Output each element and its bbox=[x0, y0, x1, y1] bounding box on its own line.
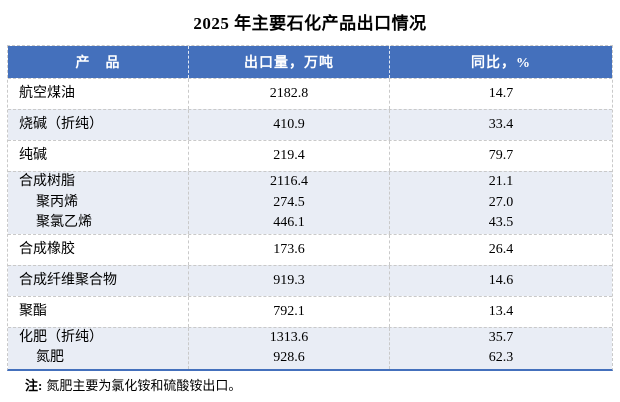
volume-cell: 1313.6 928.6 bbox=[189, 327, 390, 369]
volume-cell: 219.4 bbox=[189, 141, 390, 171]
volume-value: 173.6 bbox=[273, 241, 305, 257]
yoy-cell: 14.7 bbox=[390, 79, 612, 109]
yoy-cell: 35.7 62.3 bbox=[390, 328, 612, 369]
volume-cell: 919.3 bbox=[189, 265, 390, 296]
note-prefix: 注: bbox=[25, 378, 43, 393]
volume-value: 928.6 bbox=[273, 350, 305, 365]
product-name: 烧碱（折纯） bbox=[19, 117, 103, 132]
product-cell: 聚酯 bbox=[8, 296, 189, 327]
note-text: 氮肥主要为氯化铵和硫酸铵出口。 bbox=[46, 378, 242, 393]
yoy-value: 33.4 bbox=[488, 117, 514, 132]
table-row: 纯碱 219.4 79.7 bbox=[8, 140, 612, 171]
table-note: 注: 氮肥主要为氯化铵和硫酸铵出口。 bbox=[25, 375, 241, 394]
product-subitem-name: 聚氯乙烯 bbox=[36, 215, 92, 230]
volume-cell: 792.1 bbox=[189, 296, 390, 327]
yoy-value: 79.7 bbox=[488, 148, 514, 163]
header-cell-product: 产 品 bbox=[8, 46, 189, 78]
volume-value: 446.1 bbox=[273, 215, 305, 230]
volume-value: 792.1 bbox=[273, 303, 305, 319]
product-name: 合成树脂 bbox=[19, 174, 75, 189]
volume-value: 219.4 bbox=[273, 148, 305, 163]
header-cell-yoy: 同比，% bbox=[471, 56, 531, 71]
yoy-cell: 14.6 bbox=[390, 266, 612, 296]
product-cell: 烧碱（折纯） bbox=[8, 110, 189, 140]
product-cell: 化肥（折纯） 氮肥 bbox=[8, 327, 189, 369]
yoy-cell: 13.4 bbox=[390, 297, 612, 327]
product-name: 纯碱 bbox=[19, 148, 47, 163]
volume-cell: 173.6 bbox=[189, 234, 390, 265]
yoy-cell: 79.7 bbox=[390, 141, 612, 171]
yoy-value: 35.7 bbox=[488, 329, 514, 345]
product-name: 合成纤维聚合物 bbox=[19, 272, 117, 288]
yoy-cell: 21.1 27.0 43.5 bbox=[390, 172, 612, 234]
export-table: 产 品 出口量，万吨 同比，% 航空煤油 2182.8 14.7 烧碱（折纯） … bbox=[7, 45, 613, 371]
product-cell: 合成橡胶 bbox=[8, 234, 189, 265]
product-cell: 航空煤油 bbox=[8, 79, 189, 109]
volume-value: 2182.8 bbox=[269, 86, 309, 101]
volume-value: 274.5 bbox=[273, 194, 305, 210]
yoy-value: 62.3 bbox=[488, 350, 514, 365]
table-row: 聚酯 792.1 13.4 bbox=[8, 295, 612, 327]
volume-cell: 2182.8 bbox=[189, 79, 390, 109]
yoy-value: 14.7 bbox=[488, 86, 514, 101]
product-cell: 合成树脂 聚丙烯 聚氯乙烯 bbox=[8, 172, 189, 234]
yoy-value: 27.0 bbox=[488, 194, 514, 210]
yoy-value: 21.1 bbox=[488, 174, 514, 189]
table-header-row: 产 品 出口量，万吨 同比，% bbox=[8, 46, 612, 78]
product-name: 航空煤油 bbox=[19, 86, 75, 101]
product-name: 聚酯 bbox=[19, 303, 47, 319]
yoy-cell: 26.4 bbox=[390, 235, 612, 265]
table-row: 合成纤维聚合物 919.3 14.6 bbox=[8, 264, 612, 296]
header-cell-volume: 出口量，万吨 bbox=[189, 46, 390, 78]
table-row: 航空煤油 2182.8 14.7 bbox=[8, 78, 612, 109]
table-row: 合成树脂 聚丙烯 聚氯乙烯 2116.4 274.5 446.1 21.1 27… bbox=[8, 171, 612, 234]
yoy-cell: 33.4 bbox=[390, 110, 612, 140]
volume-value: 919.3 bbox=[273, 272, 305, 288]
table-row: 化肥（折纯） 氮肥 1313.6 928.6 35.7 62.3 bbox=[8, 326, 612, 369]
volume-cell: 2116.4 274.5 446.1 bbox=[189, 172, 390, 234]
yoy-value: 26.4 bbox=[488, 241, 514, 257]
yoy-value: 13.4 bbox=[488, 303, 514, 319]
volume-value: 2116.4 bbox=[270, 174, 308, 189]
product-cell: 纯碱 bbox=[8, 141, 189, 171]
table-row: 合成橡胶 173.6 26.4 bbox=[8, 233, 612, 265]
product-subitem-name: 聚丙烯 bbox=[36, 194, 78, 210]
product-name: 化肥（折纯） bbox=[19, 329, 103, 345]
volume-value: 410.9 bbox=[273, 117, 305, 132]
volume-cell: 410.9 bbox=[189, 110, 390, 140]
table-row: 烧碱（折纯） 410.9 33.4 bbox=[8, 109, 612, 140]
volume-value: 1313.6 bbox=[269, 329, 309, 345]
page-title: 2025 年主要石化产品出口情况 bbox=[193, 14, 427, 33]
product-subitem-name: 氮肥 bbox=[36, 350, 64, 365]
yoy-value: 14.6 bbox=[488, 272, 514, 288]
yoy-value: 43.5 bbox=[488, 215, 514, 230]
product-cell: 合成纤维聚合物 bbox=[8, 265, 189, 296]
product-name: 合成橡胶 bbox=[19, 241, 75, 257]
